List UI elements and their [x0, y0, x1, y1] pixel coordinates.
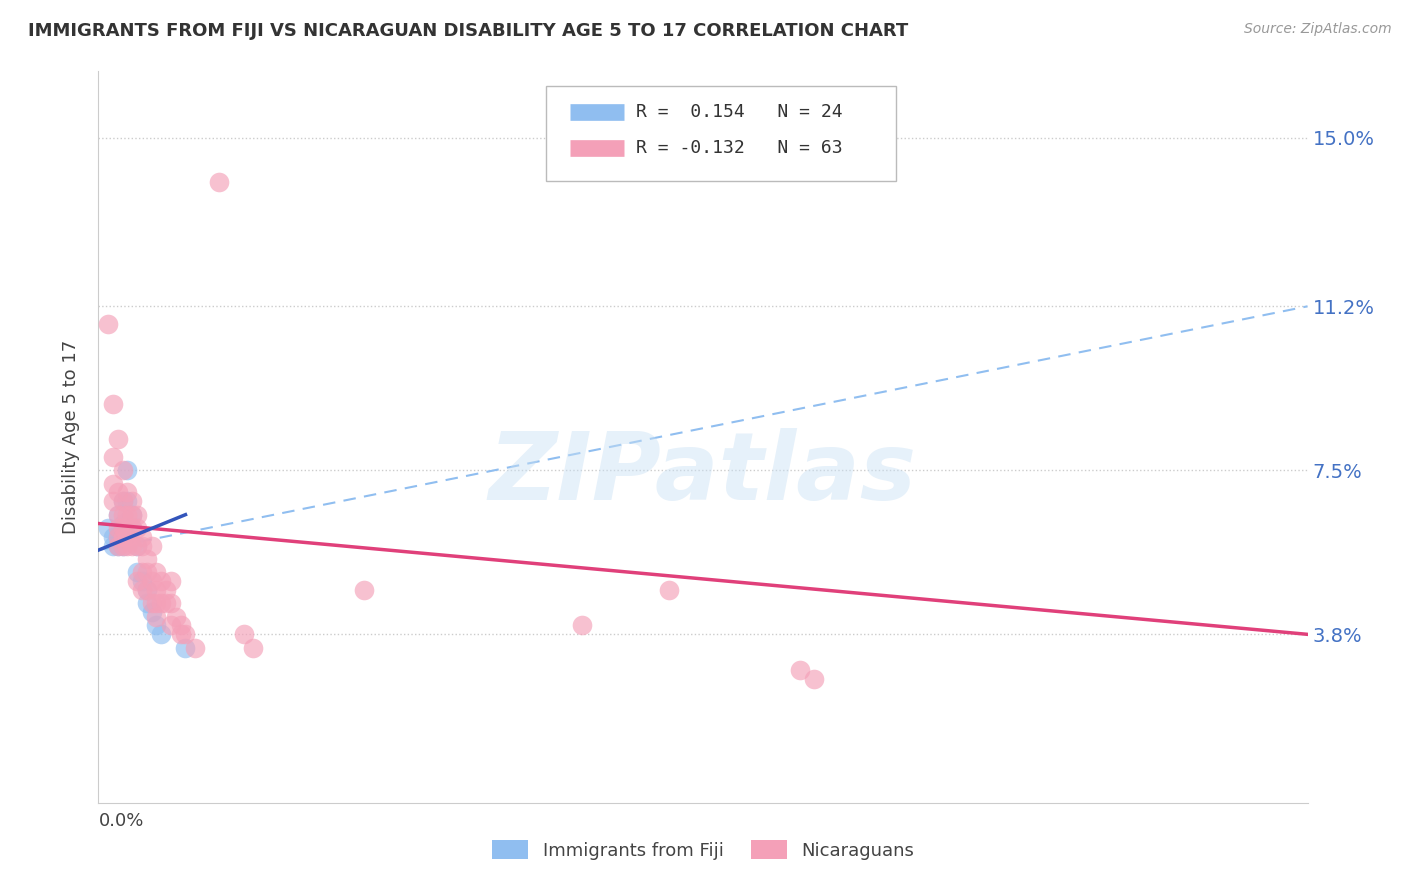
Point [101, 494, 124, 508]
Point [135, 582, 157, 597]
Point [127, 566, 149, 580]
Point [353, 582, 375, 597]
Point [107, 508, 129, 522]
Point [145, 618, 167, 632]
Point [107, 521, 129, 535]
Point [107, 530, 129, 544]
Point [117, 485, 139, 500]
Point [111, 521, 134, 535]
Point [127, 574, 149, 589]
Legend: Immigrants from Fiji, Nicaraguans: Immigrants from Fiji, Nicaraguans [485, 833, 921, 867]
Point [117, 508, 139, 522]
Point [155, 582, 177, 597]
Point [160, 596, 183, 610]
Point [117, 539, 139, 553]
Point [141, 574, 163, 589]
Point [141, 596, 163, 610]
Text: R =  0.154   N = 24: R = 0.154 N = 24 [637, 103, 844, 120]
Point [150, 574, 173, 589]
Point [117, 463, 139, 477]
Point [155, 596, 177, 610]
Point [135, 566, 157, 580]
Point [803, 672, 825, 686]
Point [131, 539, 153, 553]
Point [107, 508, 129, 522]
Point [101, 539, 124, 553]
Point [150, 627, 173, 641]
FancyBboxPatch shape [546, 86, 897, 181]
Point [145, 582, 167, 597]
Y-axis label: Disability Age 5 to 17: Disability Age 5 to 17 [62, 340, 80, 534]
Point [117, 530, 139, 544]
Point [131, 566, 153, 580]
Point [571, 618, 593, 632]
Point [150, 596, 173, 610]
Point [117, 530, 139, 544]
Point [111, 539, 134, 553]
Point [121, 539, 143, 553]
Point [127, 539, 149, 553]
Point [121, 521, 143, 535]
Point [131, 530, 153, 544]
Point [111, 508, 134, 522]
Point [145, 609, 167, 624]
Point [145, 566, 167, 580]
Point [160, 618, 183, 632]
Point [658, 582, 681, 597]
Point [184, 640, 207, 655]
Point [208, 175, 231, 189]
Point [111, 530, 134, 544]
Point [121, 521, 143, 535]
Point [169, 618, 191, 632]
Point [160, 574, 183, 589]
Point [131, 574, 153, 589]
Point [111, 494, 134, 508]
Point [165, 609, 187, 624]
Point [117, 494, 139, 508]
Point [107, 485, 129, 500]
Point [107, 432, 129, 446]
Text: R = -0.132   N = 63: R = -0.132 N = 63 [637, 139, 844, 157]
Point [111, 539, 134, 553]
Point [111, 530, 134, 544]
Point [127, 508, 149, 522]
Point [127, 539, 149, 553]
Point [107, 530, 129, 544]
Point [107, 539, 129, 553]
Point [97, 521, 120, 535]
Text: ZIPatlas: ZIPatlas [489, 427, 917, 520]
Point [111, 463, 134, 477]
Point [101, 450, 124, 464]
Point [135, 582, 157, 597]
Point [174, 640, 197, 655]
Point [121, 508, 143, 522]
Point [121, 494, 143, 508]
Point [97, 317, 120, 331]
Point [127, 521, 149, 535]
Point [242, 640, 264, 655]
Text: Source: ZipAtlas.com: Source: ZipAtlas.com [1244, 22, 1392, 37]
Text: IMMIGRANTS FROM FIJI VS NICARAGUAN DISABILITY AGE 5 TO 17 CORRELATION CHART: IMMIGRANTS FROM FIJI VS NICARAGUAN DISAB… [28, 22, 908, 40]
Point [135, 596, 157, 610]
Point [174, 627, 197, 641]
Point [789, 663, 811, 677]
Text: 0.0%: 0.0% [98, 812, 143, 830]
Point [232, 627, 254, 641]
Point [101, 530, 124, 544]
Point [141, 605, 163, 619]
Point [101, 397, 124, 411]
Point [111, 516, 134, 531]
Point [121, 508, 143, 522]
Point [111, 494, 134, 508]
Point [169, 627, 191, 641]
Point [145, 596, 167, 610]
Point [101, 476, 124, 491]
Point [131, 582, 153, 597]
Point [107, 539, 129, 553]
Point [135, 552, 157, 566]
Point [141, 539, 163, 553]
